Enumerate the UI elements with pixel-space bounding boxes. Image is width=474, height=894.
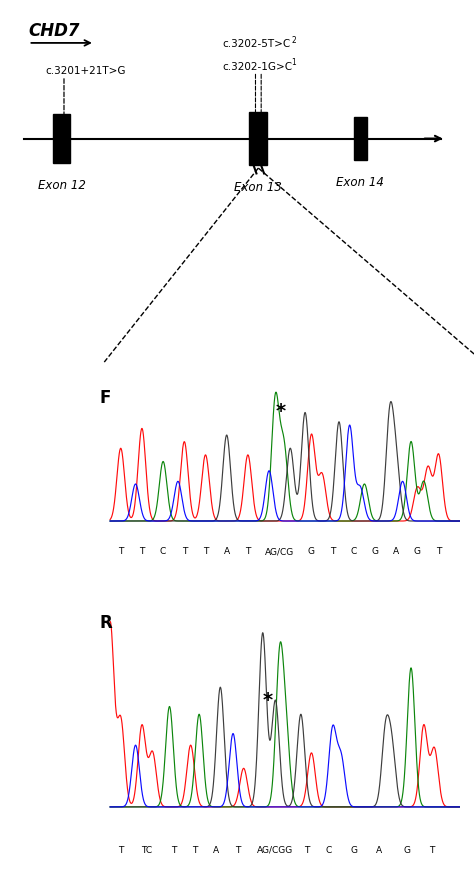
Text: G: G (308, 547, 315, 556)
Text: AG/CGG: AG/CGG (257, 846, 293, 855)
Bar (354, 117, 367, 160)
Text: T: T (171, 846, 176, 855)
Text: Exon 14: Exon 14 (336, 176, 384, 190)
Text: c.3202-5T>C: c.3202-5T>C (223, 39, 291, 49)
Text: 2: 2 (292, 36, 296, 45)
Text: G: G (414, 547, 421, 556)
Text: C: C (325, 846, 331, 855)
Text: T: T (436, 547, 441, 556)
Text: A: A (376, 846, 383, 855)
Text: T: T (118, 547, 123, 556)
Text: R: R (100, 614, 112, 632)
Text: T: T (139, 547, 145, 556)
Text: C: C (351, 547, 357, 556)
Bar (53, 114, 70, 163)
Text: F: F (100, 389, 111, 407)
Text: c.3201+21T>G: c.3201+21T>G (45, 66, 126, 76)
Text: A: A (213, 846, 219, 855)
Text: Exon 13: Exon 13 (234, 181, 283, 195)
Text: T: T (429, 846, 435, 855)
Text: 1: 1 (292, 58, 296, 67)
Text: T: T (235, 846, 240, 855)
Text: CHD7: CHD7 (28, 22, 80, 40)
Text: T: T (245, 547, 251, 556)
Text: G: G (403, 846, 410, 855)
Text: AG/CG: AG/CG (265, 547, 294, 556)
Text: A: A (224, 547, 230, 556)
Text: T: T (118, 846, 123, 855)
Text: A: A (393, 547, 399, 556)
Text: T: T (182, 547, 187, 556)
Text: TC: TC (141, 846, 152, 855)
Text: T: T (192, 846, 198, 855)
Bar (249, 112, 267, 165)
Text: *: * (263, 691, 273, 710)
Text: c.3202-1G>C: c.3202-1G>C (223, 62, 293, 72)
Text: *: * (275, 402, 285, 421)
Text: G: G (372, 547, 379, 556)
Text: T: T (304, 846, 310, 855)
Text: T: T (330, 547, 335, 556)
Text: T: T (203, 547, 208, 556)
Text: G: G (350, 846, 357, 855)
Text: C: C (160, 547, 166, 556)
Text: Exon 12: Exon 12 (37, 179, 86, 192)
